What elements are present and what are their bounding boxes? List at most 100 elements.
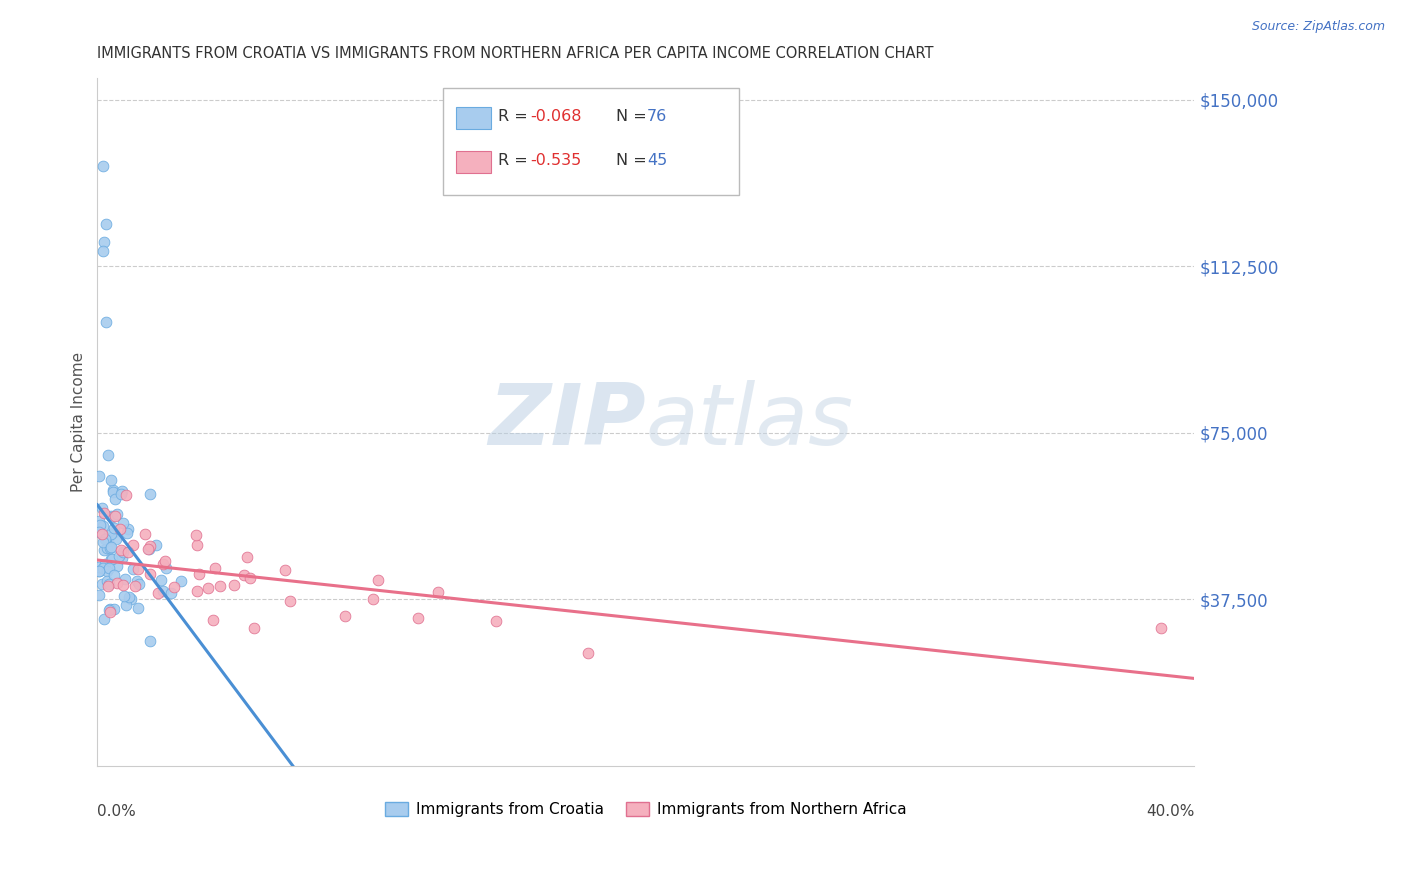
Point — [208, 579, 231, 593]
Point — [97, 579, 120, 593]
Point — [118, 591, 141, 605]
Text: 76: 76 — [647, 110, 668, 124]
Point — [406, 610, 429, 624]
Point — [124, 579, 146, 593]
Point — [90, 527, 112, 541]
Point — [128, 576, 150, 591]
Point — [243, 621, 266, 635]
Point — [184, 528, 207, 542]
Point — [94, 532, 117, 546]
Point — [197, 582, 219, 596]
Point — [100, 509, 122, 524]
Point — [104, 491, 127, 506]
Point — [87, 525, 110, 540]
Point — [139, 487, 162, 501]
Point — [91, 244, 114, 258]
Text: N =: N = — [616, 153, 652, 168]
Point — [239, 571, 262, 585]
Point — [127, 574, 149, 589]
Point — [138, 539, 160, 553]
Point — [93, 543, 115, 558]
Point — [87, 559, 110, 574]
Point — [139, 634, 162, 648]
Text: N =: N = — [616, 110, 652, 124]
Point — [117, 522, 139, 536]
Point — [101, 483, 124, 497]
Point — [204, 561, 226, 575]
Point — [114, 572, 136, 586]
FancyBboxPatch shape — [456, 151, 491, 173]
Point — [160, 586, 183, 600]
Point — [105, 507, 128, 521]
Point — [94, 217, 117, 231]
Point — [121, 539, 143, 553]
Text: Source: ZipAtlas.com: Source: ZipAtlas.com — [1251, 20, 1385, 33]
Point — [87, 564, 110, 578]
Point — [187, 567, 209, 582]
Point — [122, 562, 145, 576]
Point — [97, 448, 120, 462]
Point — [110, 551, 132, 566]
Point — [111, 577, 134, 591]
Point — [115, 488, 138, 502]
Point — [87, 514, 110, 528]
Point — [100, 473, 122, 487]
Point — [155, 561, 177, 575]
Point — [114, 589, 136, 603]
Point — [87, 469, 110, 483]
Point — [103, 521, 125, 535]
Point — [96, 564, 118, 578]
Point — [89, 565, 111, 579]
Text: IMMIGRANTS FROM CROATIA VS IMMIGRANTS FROM NORTHERN AFRICA PER CAPITA INCOME COR: IMMIGRANTS FROM CROATIA VS IMMIGRANTS FR… — [97, 46, 934, 62]
Point — [98, 541, 121, 555]
Point — [163, 580, 186, 594]
Point — [152, 583, 174, 598]
Point — [93, 235, 115, 249]
Text: 0.0%: 0.0% — [97, 804, 136, 819]
Point — [222, 578, 245, 592]
Point — [104, 508, 127, 523]
Y-axis label: Per Capita Income: Per Capita Income — [72, 351, 86, 491]
Point — [100, 540, 122, 554]
Point — [152, 557, 174, 571]
Point — [100, 510, 122, 524]
Point — [484, 614, 506, 628]
Point — [367, 573, 389, 587]
Point — [115, 526, 138, 541]
Point — [150, 573, 173, 587]
Text: -0.535: -0.535 — [530, 153, 582, 168]
Text: R =: R = — [498, 153, 533, 168]
Point — [112, 545, 135, 559]
Point — [110, 487, 132, 501]
Point — [91, 577, 114, 591]
Point — [101, 485, 124, 500]
Text: 45: 45 — [647, 153, 668, 168]
Point — [155, 553, 177, 567]
Point — [108, 549, 131, 564]
Point — [87, 588, 110, 602]
FancyBboxPatch shape — [443, 88, 740, 194]
Point — [107, 558, 129, 573]
Point — [139, 567, 162, 582]
Point — [101, 551, 124, 566]
Point — [134, 526, 156, 541]
Point — [103, 602, 125, 616]
Point — [105, 533, 128, 547]
Point — [98, 561, 121, 575]
Point — [170, 574, 193, 588]
Point — [117, 545, 139, 559]
Point — [91, 535, 114, 549]
Point — [136, 542, 159, 557]
Point — [91, 518, 114, 533]
Point — [97, 533, 120, 548]
Text: 40.0%: 40.0% — [1146, 804, 1194, 819]
Point — [361, 592, 384, 607]
Point — [273, 563, 295, 577]
Point — [98, 577, 121, 591]
Point — [94, 557, 117, 571]
Point — [186, 584, 208, 599]
FancyBboxPatch shape — [456, 107, 491, 129]
Point — [89, 517, 111, 532]
Point — [90, 500, 112, 515]
Point — [427, 584, 450, 599]
